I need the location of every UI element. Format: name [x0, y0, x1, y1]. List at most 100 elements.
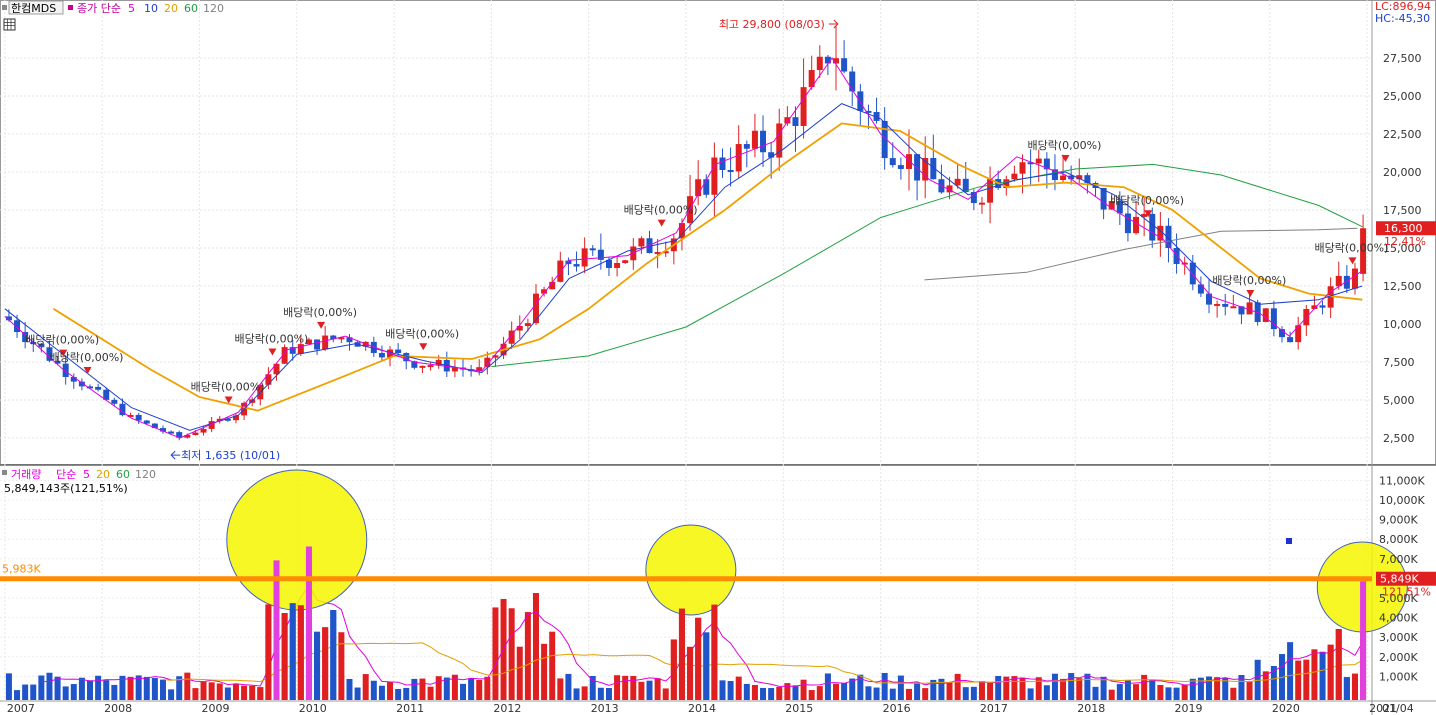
- volume-bar: [1019, 677, 1026, 700]
- candle: [1141, 197, 1148, 237]
- table-icon[interactable]: [3, 18, 16, 31]
- volume-bar: [87, 680, 94, 700]
- x-tick-label: 2021: [1369, 702, 1397, 715]
- volume-bar: [930, 679, 937, 700]
- last-price: 16,300: [1384, 222, 1423, 235]
- volume-bar: [816, 686, 823, 700]
- price-tick-label: 12,500: [1383, 280, 1422, 293]
- ma-10: 10: [144, 2, 158, 15]
- candle: [516, 315, 523, 339]
- candle: [1011, 165, 1018, 182]
- volume-bar: [824, 673, 831, 700]
- high-arrow-icon: [828, 19, 839, 29]
- ma10-line: [4, 103, 1363, 431]
- volume-bar: [735, 676, 742, 700]
- candle: [208, 417, 215, 433]
- volume-bar: [184, 672, 191, 700]
- candle: [743, 140, 750, 168]
- volume-bar: [119, 675, 126, 700]
- candle: [281, 344, 288, 364]
- volume-tick-label: 11,000K: [1379, 474, 1425, 487]
- volume-bar: [516, 646, 523, 700]
- candle: [378, 345, 385, 362]
- candle: [930, 134, 937, 180]
- volume-bar: [646, 680, 653, 700]
- ma-label[interactable]: 종가 단순: [77, 2, 121, 15]
- volume-bar: [1051, 673, 1058, 700]
- x-tick-label: 2011: [396, 702, 424, 715]
- volume-bar: [541, 643, 548, 700]
- volume-bar: [1238, 675, 1245, 700]
- volume-bar: [208, 682, 215, 700]
- candle: [1100, 187, 1107, 220]
- candle: [54, 356, 61, 366]
- volume-bar: [800, 679, 807, 700]
- candle: [922, 136, 929, 199]
- volume-bar: [127, 676, 134, 700]
- volume-bar: [216, 683, 223, 700]
- volume-bar: [922, 688, 929, 700]
- volume-bar: [792, 685, 799, 700]
- volume-bar: [589, 676, 596, 700]
- volume-bar: [46, 672, 53, 700]
- volume-bar: [1149, 680, 1156, 700]
- candle: [159, 425, 166, 434]
- volume-bar: [1214, 677, 1221, 700]
- candle: [1360, 214, 1367, 282]
- volume-bar: [5, 673, 12, 700]
- candle: [768, 142, 775, 179]
- candle: [727, 147, 734, 187]
- ma20-line: [53, 122, 1363, 412]
- candle: [978, 197, 985, 214]
- volume-tick-label: 7,000K: [1379, 553, 1418, 566]
- candle: [703, 174, 710, 198]
- volume-bar: [1295, 660, 1302, 700]
- candle: [273, 362, 280, 381]
- volume-bar: [557, 678, 564, 700]
- volume-bar: [232, 683, 239, 700]
- x-tick-label: 2015: [785, 702, 813, 715]
- candle: [322, 326, 329, 351]
- x-tick-label: 2014: [688, 702, 716, 715]
- ma120-line: [924, 227, 1358, 281]
- x-tick-label: 2020: [1272, 702, 1300, 715]
- candle: [662, 241, 669, 258]
- x-tick-label: 2013: [591, 702, 619, 715]
- volume-tick-label: 10,000K: [1379, 494, 1425, 507]
- table-icon-lines: [4, 19, 15, 30]
- candle: [103, 387, 110, 401]
- candle: [646, 230, 653, 254]
- vol-marker-icon: [2, 470, 7, 475]
- hc-value: HC:-45,30: [1375, 12, 1430, 25]
- price-tick-label: 20,000: [1383, 166, 1422, 179]
- ma5-line: [4, 57, 1363, 439]
- candle: [1084, 172, 1091, 194]
- volume-bar: [654, 678, 661, 700]
- volume-bar: [143, 676, 150, 700]
- volume-bar: [573, 688, 580, 700]
- stock-title[interactable]: 한컴MDS: [11, 2, 56, 15]
- x-tick-label: 2007: [7, 702, 35, 715]
- candle: [914, 154, 921, 201]
- volume-bar: [743, 683, 750, 700]
- volume-bar: [1043, 685, 1050, 700]
- volume-bar: [378, 685, 385, 700]
- volume-title[interactable]: 거래량: [11, 468, 41, 481]
- candle: [1019, 154, 1026, 194]
- dividend-arrow-icon: [1061, 155, 1070, 163]
- volume-bar: [1319, 651, 1326, 700]
- candle: [573, 251, 580, 272]
- candle: [443, 351, 450, 377]
- volume-bar: [873, 687, 880, 700]
- candle: [1076, 158, 1083, 185]
- candle: [119, 398, 126, 417]
- volume-bar: [954, 673, 961, 700]
- volume-bar: [978, 681, 985, 700]
- volume-bar: [1116, 684, 1123, 700]
- volume-bar: [565, 673, 572, 700]
- volume-bar: [995, 675, 1002, 700]
- candle: [1060, 154, 1067, 183]
- vol-ma-20: 20: [96, 468, 110, 481]
- marker-square-icon: [1286, 538, 1292, 544]
- volume-bar: [727, 681, 734, 700]
